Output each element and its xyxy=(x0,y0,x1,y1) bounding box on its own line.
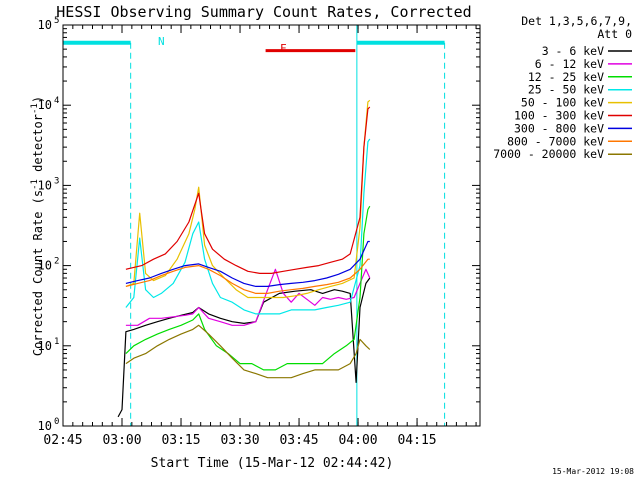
y-tick-label-0: 10 xyxy=(38,419,52,433)
series-line-12-25-kev xyxy=(125,205,371,371)
plot-frame xyxy=(62,24,481,427)
x-tick-label-4: 03:45 xyxy=(279,433,318,448)
legend-entry-4: 50 - 100 keV xyxy=(521,96,604,110)
x-tick-label-6: 04:15 xyxy=(397,433,436,448)
y-tick-label-3: 10 xyxy=(38,178,52,192)
night-label: N xyxy=(158,35,165,48)
series-lines xyxy=(117,99,371,418)
legend-entry-6: 300 - 800 keV xyxy=(514,121,604,135)
y-axis-label-mid: detector xyxy=(31,114,45,179)
x-tick-label-2: 03:15 xyxy=(161,433,200,448)
legend-header-line1: Det 1,3,5,6,7,9, xyxy=(521,14,632,28)
y-tick-exp-4: 4 xyxy=(54,96,59,106)
x-tick-labels: 02:45 03:00 03:15 03:30 03:45 04:00 04:15 xyxy=(43,433,436,448)
y-tick-exp-3: 3 xyxy=(54,176,59,186)
legend-entry-2: 12 - 25 keV xyxy=(528,70,604,84)
y-tick-label-2: 10 xyxy=(38,259,52,273)
series-line-6-12-kev xyxy=(125,268,371,326)
y-tick-exp-1: 1 xyxy=(54,337,59,347)
axis-ticks xyxy=(62,24,480,427)
legend-header-line2: Att 0 xyxy=(597,27,632,41)
y-tick-exp-5: 5 xyxy=(54,16,59,26)
y-axis-label-sup2: -1 xyxy=(30,103,40,114)
y-axis-label-end: ) xyxy=(31,96,45,103)
series-line-3-6-kev xyxy=(117,277,371,418)
y-axis-label: Corrected Count Rate (s-1 detector-1) xyxy=(30,96,45,356)
y-tick-exp-2: 2 xyxy=(54,257,59,267)
timestamp: 15-Mar-2012 19:08 xyxy=(552,467,634,476)
y-tick-label-1: 10 xyxy=(38,339,52,353)
y-tick-exp-0: 0 xyxy=(54,417,59,427)
legend-entry-1: 6 - 12 keV xyxy=(535,57,604,71)
legend-entry-0: 3 - 6 keV xyxy=(542,44,604,58)
series-line-100-300-kev xyxy=(125,106,371,274)
series-line-800-7000-kev xyxy=(125,258,370,294)
x-tick-label-1: 03:00 xyxy=(102,433,141,448)
x-tick-label-5: 04:00 xyxy=(338,433,377,448)
y-tick-label-5: 10 xyxy=(38,18,52,32)
y-axis-label-main: Corrected Count Rate (s xyxy=(31,190,45,356)
series-line-25-50-kev xyxy=(125,138,371,315)
series-line-300-800-kev xyxy=(125,240,370,287)
legend-entry-5: 100 - 300 keV xyxy=(514,109,604,123)
x-tick-label-3: 03:30 xyxy=(220,433,259,448)
flare-label: F xyxy=(280,42,287,55)
series-line-7000-20000-kev xyxy=(125,324,371,379)
legend-entry-8: 7000 - 20000 keV xyxy=(493,147,604,161)
legend-entry-7: 800 - 7000 keV xyxy=(507,134,604,148)
chart-title: HESSI Observing Summary Count Rates, Cor… xyxy=(56,3,471,21)
y-axis-label-sup1: -1 xyxy=(30,179,40,190)
x-tick-label-0: 02:45 xyxy=(43,433,82,448)
observing-markers xyxy=(63,25,446,426)
y-tick-label-4: 10 xyxy=(38,98,52,112)
legend-entry-3: 25 - 50 keV xyxy=(528,83,604,97)
series-line-50-100-kev xyxy=(125,99,371,299)
x-axis-label: Start Time (15-Mar-12 02:44:42) xyxy=(151,456,394,471)
